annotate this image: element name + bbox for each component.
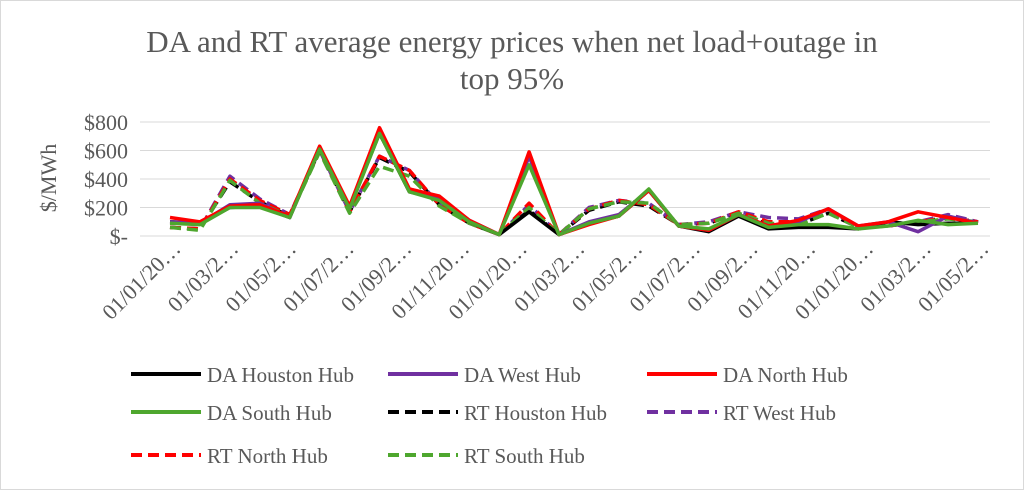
legend-item-rt-houston-hub: RT Houston Hub bbox=[388, 401, 607, 425]
legend-label: RT South Hub bbox=[464, 444, 585, 468]
y-axis-label: $/MWh bbox=[36, 144, 61, 212]
legend-label: DA West Hub bbox=[464, 363, 581, 387]
series-lines bbox=[169, 125, 979, 237]
legend-label: DA South Hub bbox=[207, 401, 332, 425]
x-tick-labels: 01/01/20…01/03/2…01/05/2…01/07/2…01/09/2… bbox=[97, 236, 994, 325]
y-tick-label: $800 bbox=[84, 110, 128, 135]
gridlines bbox=[140, 121, 990, 237]
legend-item-rt-south-hub: RT South Hub bbox=[388, 444, 585, 468]
legend-item-rt-north-hub: RT North Hub bbox=[131, 444, 328, 468]
y-tick-label: $600 bbox=[84, 139, 128, 164]
y-tick-label: $400 bbox=[84, 167, 128, 192]
legend: DA Houston Hub DA West Hub DA North Hub DA … bbox=[131, 363, 848, 468]
legend-label: RT Houston Hub bbox=[464, 401, 607, 425]
series-line-rt-north-hub bbox=[169, 148, 979, 237]
x-tick-label: 01/01/20… bbox=[97, 236, 186, 325]
legend-item-da-south-hub: DA South Hub bbox=[131, 401, 332, 425]
chart-title-line-2: top 95% bbox=[460, 61, 564, 96]
legend-item-rt-west-hub: RT West Hub bbox=[647, 401, 836, 425]
y-tick-label: $- bbox=[110, 224, 128, 249]
legend-label: RT North Hub bbox=[207, 444, 328, 468]
y-tick-labels: $- $200 $400 $600 $800 bbox=[84, 110, 128, 249]
series-line-da-north-hub bbox=[169, 125, 979, 237]
y-tick-label: $200 bbox=[84, 196, 128, 221]
chart-title-line-1: DA and RT average energy prices when net… bbox=[146, 24, 878, 59]
legend-label: DA North Hub bbox=[723, 363, 848, 387]
series-line-da-south-hub bbox=[169, 131, 979, 237]
chart-title: DA and RT average energy prices when net… bbox=[146, 24, 878, 96]
legend-item-da-north-hub: DA North Hub bbox=[647, 363, 848, 387]
legend-item-da-houston-hub: DA Houston Hub bbox=[131, 363, 354, 387]
legend-label: RT West Hub bbox=[723, 401, 836, 425]
legend-label: DA Houston Hub bbox=[207, 363, 354, 387]
legend-item-da-west-hub: DA West Hub bbox=[388, 363, 581, 387]
